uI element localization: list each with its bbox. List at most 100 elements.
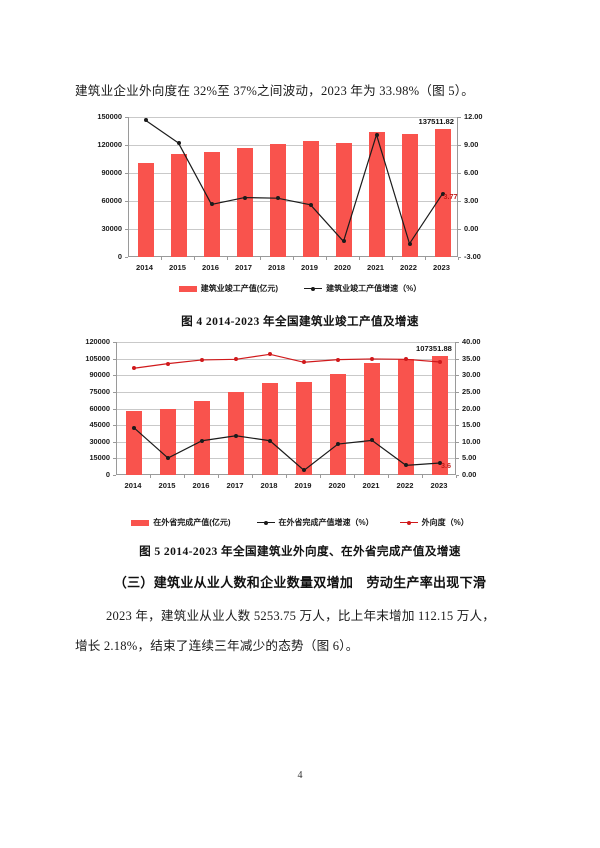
chart-data-point bbox=[209, 202, 214, 207]
y-axis-left-tick-label: 105000 bbox=[85, 353, 110, 363]
chart-data-point bbox=[438, 461, 442, 466]
paragraph-body-line2: 增长 2.18%，结束了连续三年减少的态势（图 6）。 bbox=[75, 639, 359, 653]
x-axis-tick bbox=[458, 257, 459, 260]
chart-bar bbox=[330, 373, 346, 475]
x-axis-tick-label: 2022 bbox=[396, 481, 414, 490]
axis-tick-left bbox=[113, 391, 116, 393]
axis-tick-left bbox=[125, 173, 128, 174]
chart-line bbox=[133, 353, 441, 369]
y-axis-right-tick-label: 0.00 bbox=[464, 224, 479, 233]
gridline bbox=[117, 425, 455, 427]
x-axis-tick-label: 2021 bbox=[367, 263, 384, 272]
gridline bbox=[117, 458, 455, 460]
chart-bar bbox=[160, 408, 176, 475]
chart-data-label: 137511.82 bbox=[418, 116, 454, 126]
chart-data-point bbox=[341, 239, 346, 244]
axis-tick-left bbox=[113, 441, 116, 443]
chart-bar bbox=[228, 392, 244, 475]
axis-tick-left bbox=[125, 257, 128, 258]
x-axis-tick bbox=[150, 475, 151, 478]
axis-tick-left bbox=[113, 358, 116, 360]
gridline bbox=[129, 173, 457, 174]
y-axis-right-tick-label: 25.00 bbox=[462, 386, 481, 396]
y-axis-right-tick-label: 9.00 bbox=[464, 140, 479, 149]
axis-tick-right bbox=[458, 229, 461, 230]
chart-line-layer bbox=[145, 119, 444, 246]
axis-tick-right bbox=[456, 408, 459, 410]
chart-bar bbox=[364, 363, 380, 475]
gridline bbox=[117, 342, 455, 343]
y-axis-right-tick-label: 20.00 bbox=[462, 403, 481, 413]
x-axis-tick bbox=[184, 475, 185, 478]
y-axis-right-tick-label: 5.00 bbox=[462, 453, 477, 463]
y-axis-left-tick-label: 0 bbox=[117, 252, 122, 261]
axis-tick-right bbox=[456, 375, 459, 377]
x-axis-tick bbox=[320, 475, 321, 478]
axis-tick-right bbox=[458, 173, 461, 174]
legend-item-line-black: 在外省完成产值增速（%） bbox=[256, 517, 374, 528]
legend-item-line: 建筑业竣工产值增速（%） bbox=[304, 283, 421, 294]
page-number: 4 bbox=[297, 770, 303, 781]
y-axis-left-tick-label: 120000 bbox=[97, 140, 122, 149]
axis-tick-right bbox=[458, 257, 461, 258]
y-axis-right-tick-label: -3.00 bbox=[464, 252, 481, 261]
chart-data-point bbox=[370, 438, 374, 443]
bar-swatch-icon bbox=[178, 285, 197, 292]
x-axis-tick-label: 2020 bbox=[334, 263, 351, 272]
chart-data-point bbox=[132, 425, 136, 430]
chart-data-point bbox=[132, 366, 136, 371]
y-axis-left-tick-label: 120000 bbox=[85, 337, 110, 346]
gridline bbox=[129, 145, 457, 146]
x-axis-tick bbox=[326, 257, 327, 260]
chart-data-point bbox=[336, 357, 340, 362]
x-axis-tick-label: 2023 bbox=[433, 263, 450, 272]
x-axis-tick bbox=[161, 257, 162, 260]
bar-swatch-icon bbox=[131, 519, 150, 526]
chart-data-point bbox=[302, 468, 306, 473]
x-axis-tick bbox=[388, 475, 389, 478]
y-axis-right-tick-label: 6.00 bbox=[464, 168, 479, 177]
y-axis-left-tick-label: 90000 bbox=[101, 168, 122, 177]
paragraph-body-line1: 2023 年，建筑业从业人数 5253.75 万人，比上年末增加 112.15 … bbox=[106, 609, 496, 623]
chart-bar bbox=[368, 131, 385, 257]
chart-line-layer bbox=[133, 353, 441, 472]
y-axis-left-tick-label: 30000 bbox=[89, 436, 110, 446]
axis-tick-left bbox=[113, 375, 116, 377]
x-axis-tick bbox=[422, 475, 423, 478]
gridline bbox=[117, 375, 455, 377]
chart-bar bbox=[401, 133, 418, 257]
x-axis-tick-label: 2023 bbox=[430, 481, 448, 490]
x-axis-tick-label: 2016 bbox=[192, 481, 210, 490]
chart-bar bbox=[296, 382, 312, 475]
chart-bar bbox=[194, 401, 210, 475]
x-axis-tick bbox=[252, 475, 253, 478]
y-axis-left-tick-label: 30000 bbox=[101, 224, 122, 233]
x-axis-tick bbox=[354, 475, 355, 478]
x-axis-tick bbox=[260, 257, 261, 260]
chart-data-point bbox=[370, 356, 374, 361]
gridline bbox=[117, 441, 455, 443]
legend-label-bar: 在外省完成产值(亿元) bbox=[153, 518, 231, 527]
legend-item-bar: 在外省完成产值(亿元) bbox=[131, 517, 231, 528]
chart-data-point bbox=[336, 442, 340, 447]
chart-fig5-caption: 图 5 2014-2023 年全国建筑业外向度、在外省完成产值及增速 bbox=[139, 545, 461, 558]
x-axis-tick-label: 2016 bbox=[202, 263, 219, 272]
y-axis-right-tick-label: 35.00 bbox=[462, 353, 481, 363]
x-axis-tick-label: 2017 bbox=[226, 481, 244, 490]
axis-tick-right bbox=[458, 201, 461, 202]
chart-fig4-plot: 137511.82 3.77 bbox=[128, 117, 458, 257]
chart-data-point bbox=[200, 438, 204, 443]
chart-data-point bbox=[166, 361, 170, 366]
gridline bbox=[117, 408, 455, 410]
axis-tick-right bbox=[458, 117, 461, 118]
y-axis-right-tick-label: 0.00 bbox=[462, 470, 477, 479]
gridline bbox=[129, 229, 457, 230]
line-swatch-icon bbox=[256, 520, 275, 526]
section-heading: （三）建筑业从业人数和企业数量双增加 劳动生产率出现下滑 bbox=[113, 575, 487, 590]
axis-tick-left bbox=[125, 201, 128, 202]
chart-data-point bbox=[440, 191, 445, 196]
axis-tick-left bbox=[113, 425, 116, 427]
legend-label-bar: 建筑业竣工产值(亿元) bbox=[200, 284, 279, 293]
gridline bbox=[117, 358, 455, 360]
chart-data-point bbox=[302, 360, 306, 365]
